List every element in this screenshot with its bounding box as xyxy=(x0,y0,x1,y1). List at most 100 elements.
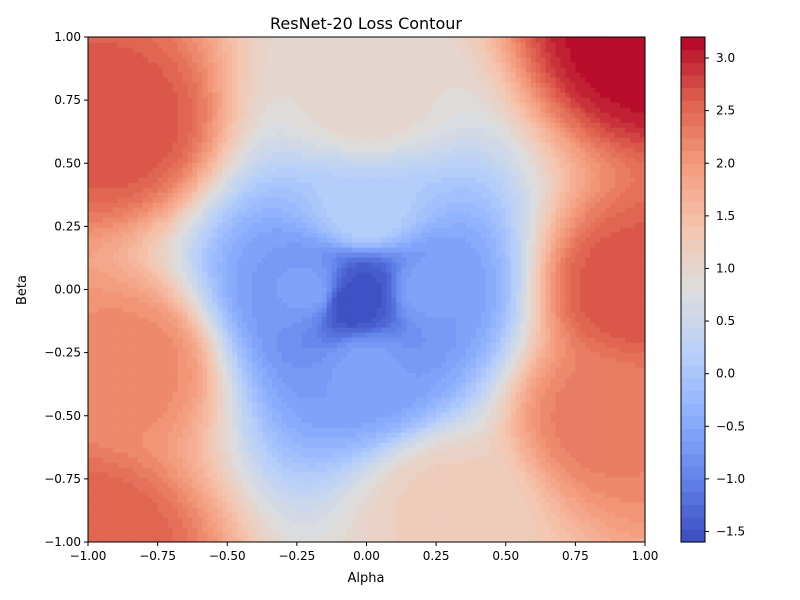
contour-cell xyxy=(321,532,328,538)
contour-cell xyxy=(262,427,268,433)
contour-cell xyxy=(107,312,114,318)
contour-cell xyxy=(88,472,94,478)
contour-cell xyxy=(117,487,124,493)
contour-cell xyxy=(301,477,308,483)
contour-cell xyxy=(281,497,288,503)
contour-cell xyxy=(262,522,268,528)
contour-cell xyxy=(152,312,159,318)
contour-cell xyxy=(152,417,159,423)
contour-cell xyxy=(316,47,323,53)
contour-cell xyxy=(242,312,248,318)
contour-cell xyxy=(227,212,233,218)
contour-cell xyxy=(162,522,169,528)
contour-cell xyxy=(276,292,283,298)
contour-cell xyxy=(92,347,99,353)
contour-cell xyxy=(137,127,144,133)
contour-cell xyxy=(286,427,293,433)
contour-cell xyxy=(152,477,159,483)
contour-cell xyxy=(217,202,223,208)
contour-cell xyxy=(257,302,263,308)
contour-cell xyxy=(92,282,99,288)
contour-cell xyxy=(182,42,189,48)
contour-cell xyxy=(267,222,273,228)
contour-cell xyxy=(232,372,238,378)
contour-cell xyxy=(92,467,99,473)
contour-cell xyxy=(127,382,134,388)
contour-cell xyxy=(326,312,333,318)
contour-cell xyxy=(296,187,303,193)
contour-cell xyxy=(227,242,233,248)
contour-cell xyxy=(117,412,124,418)
contour-cell xyxy=(306,92,313,98)
contour-cell xyxy=(177,497,184,503)
contour-cell xyxy=(142,242,149,248)
contour-cell xyxy=(237,417,243,423)
contour-cell xyxy=(182,247,189,253)
contour-cell xyxy=(242,327,248,333)
contour-cell xyxy=(88,92,94,98)
contour-cell xyxy=(122,297,129,303)
contour-cell xyxy=(152,197,159,203)
contour-cell xyxy=(267,227,273,233)
contour-cell xyxy=(172,322,179,328)
contour-cell xyxy=(291,42,298,48)
contour-cell xyxy=(247,117,253,123)
contour-cell xyxy=(142,367,149,373)
contour-cell xyxy=(222,302,228,308)
contour-cell xyxy=(102,42,109,48)
contour-cell xyxy=(326,332,333,338)
contour-cell xyxy=(117,512,124,518)
contour-cell xyxy=(252,262,258,268)
contour-cell xyxy=(187,257,194,263)
contour-cell xyxy=(127,277,134,283)
contour-cell xyxy=(227,462,233,468)
contour-cell xyxy=(296,417,303,423)
contour-cell xyxy=(311,357,318,363)
contour-cell xyxy=(207,182,213,188)
contour-cell xyxy=(92,362,99,368)
contour-cell xyxy=(331,422,338,428)
contour-cell xyxy=(281,472,288,478)
contour-cell xyxy=(157,397,164,403)
contour-cell xyxy=(122,172,129,178)
contour-cell xyxy=(142,192,149,198)
contour-cell xyxy=(132,327,139,333)
contour-cell xyxy=(227,52,233,58)
contour-cell xyxy=(187,302,194,308)
contour-cell xyxy=(217,87,223,93)
contour-cell xyxy=(182,372,189,378)
contour-cell xyxy=(152,307,159,313)
contour-cell xyxy=(142,52,149,58)
contour-cell xyxy=(291,157,298,163)
contour-cell xyxy=(281,247,288,253)
contour-cell xyxy=(291,332,298,338)
contour-cell xyxy=(301,332,308,338)
contour-cell xyxy=(122,367,129,373)
contour-cell xyxy=(102,102,109,108)
contour-cell xyxy=(281,297,288,303)
contour-cell xyxy=(212,297,218,303)
contour-cell xyxy=(276,397,283,403)
contour-cell xyxy=(112,482,119,488)
contour-cell xyxy=(276,512,283,518)
contour-cell xyxy=(202,417,208,423)
contour-cell xyxy=(152,407,159,413)
contour-cell xyxy=(212,302,218,308)
contour-cell xyxy=(112,407,119,413)
contour-cell xyxy=(102,237,109,243)
contour-cell xyxy=(102,292,109,298)
contour-cell xyxy=(257,172,263,178)
contour-cell xyxy=(321,82,328,88)
contour-cell xyxy=(272,402,278,408)
contour-cell xyxy=(92,297,99,303)
contour-cell xyxy=(267,282,273,288)
contour-cell xyxy=(242,87,248,93)
contour-cell xyxy=(242,82,248,88)
contour-cell xyxy=(306,52,313,58)
contour-cell xyxy=(172,522,179,528)
contour-cell xyxy=(311,337,318,343)
contour-cell xyxy=(192,172,199,178)
contour-cell xyxy=(331,377,338,383)
contour-cell xyxy=(262,92,268,98)
contour-cell xyxy=(316,182,323,188)
